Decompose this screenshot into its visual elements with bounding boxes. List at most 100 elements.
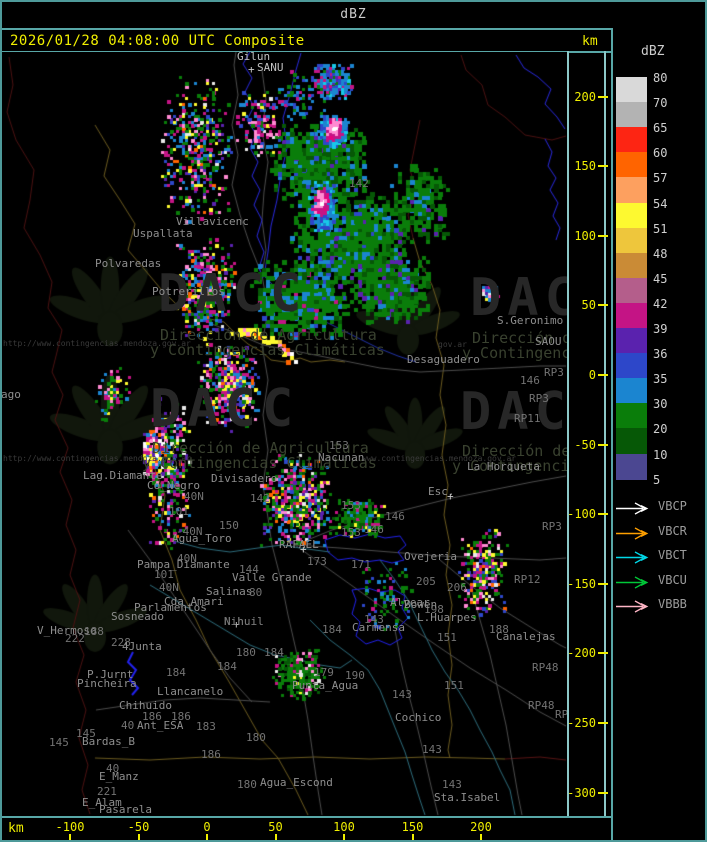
dbz-scale-band bbox=[616, 353, 647, 380]
bottom-axis-tick-label: 200 bbox=[470, 820, 492, 834]
dbz-scale-band bbox=[616, 277, 647, 304]
bottom-axis-tick-label: 50 bbox=[268, 820, 283, 834]
map-label: RP48 bbox=[528, 699, 555, 712]
dbz-scale-label: 36 bbox=[653, 347, 668, 362]
vector-legend-label: VBCU bbox=[658, 572, 687, 587]
map-label: RP48 bbox=[532, 661, 559, 674]
dbz-scale-label: 20 bbox=[653, 422, 668, 437]
map-label: 173 bbox=[307, 555, 327, 568]
watermark-text: Dirección de Agricultura bbox=[472, 329, 567, 347]
map-label: 144 bbox=[239, 563, 259, 576]
map-label: S.Geronimo bbox=[497, 314, 564, 327]
legend-panel-border bbox=[611, 28, 613, 840]
bottom-axis-tick bbox=[274, 834, 277, 840]
bottom-axis-tick bbox=[411, 834, 414, 840]
vector-legend-label: VBCR bbox=[658, 523, 687, 538]
right-axis-tick bbox=[598, 304, 608, 307]
map-label: 183 bbox=[196, 720, 216, 733]
legend-title: dBZ bbox=[641, 44, 665, 59]
watermark-text: y Contingencias Climáticas bbox=[452, 457, 567, 475]
watermark-text: Dirección de Agricultura bbox=[462, 442, 567, 460]
map-label: RP3 bbox=[529, 392, 549, 405]
bottom-axis-tick-label: 150 bbox=[401, 820, 424, 834]
dbz-scale-band bbox=[616, 102, 647, 129]
vector-arrow-icon bbox=[616, 526, 649, 540]
map-label: 153 bbox=[341, 526, 361, 539]
dbz-scale-band bbox=[616, 77, 647, 103]
radar-map: DACCDACCDACCDACCDirección de Agricultura… bbox=[2, 52, 567, 816]
watermark-text: DACC bbox=[158, 264, 308, 324]
map-label: Nihuil bbox=[224, 615, 264, 628]
titlebar-divider bbox=[2, 28, 705, 30]
map-label: Salinas bbox=[206, 585, 253, 598]
map-label: Potrerillos bbox=[152, 285, 225, 298]
dbz-scale-band bbox=[616, 252, 647, 279]
watermark-text: Dirección de Agricultura bbox=[160, 326, 377, 344]
map-label: 40 bbox=[121, 719, 135, 732]
watermark-text: http://www.contingencias.mendoza.gov.ar bbox=[3, 454, 191, 463]
map-label: 179 bbox=[314, 666, 334, 679]
map-label: 180 bbox=[237, 778, 257, 791]
watermark-text: http://www.contingencias.mendoza.gov.ar bbox=[3, 339, 191, 348]
vector-legend-row: VBCR bbox=[615, 524, 687, 541]
dbz-scale-band bbox=[616, 227, 647, 254]
map-label: 190 bbox=[345, 669, 365, 682]
map-label: 146 bbox=[364, 523, 384, 536]
watermark-text: gov.ar bbox=[438, 340, 467, 349]
dbz-scale-band bbox=[616, 177, 647, 204]
map-label: 146 bbox=[520, 374, 540, 387]
map-label: Gilun bbox=[237, 52, 271, 63]
bottom-axis-tick bbox=[137, 834, 140, 840]
map-label: Bardas_B bbox=[82, 735, 135, 748]
dbz-scale-label: 10 bbox=[653, 447, 668, 462]
map-label: Ovejeria bbox=[404, 550, 457, 563]
map-label: Agua_Toro bbox=[172, 532, 232, 545]
map-label: 198 bbox=[424, 603, 444, 616]
right-axis-tick bbox=[598, 95, 608, 98]
map-label: 184 bbox=[264, 646, 284, 659]
dbz-scale-label: 48 bbox=[653, 246, 668, 261]
station-marker: + bbox=[233, 618, 240, 631]
map-label: Chihuido bbox=[119, 699, 172, 712]
map-label: RP3 bbox=[542, 520, 562, 533]
map-label: 188 bbox=[489, 623, 509, 636]
vector-arrow-icon bbox=[616, 502, 649, 515]
vector-legend-row: VBBB bbox=[615, 598, 687, 614]
dbz-scale-label: 57 bbox=[653, 171, 668, 186]
map-label: 80 bbox=[249, 586, 263, 599]
map-label: Valle Grande bbox=[232, 571, 312, 584]
right-axis-line bbox=[604, 51, 606, 817]
map-label: 40N bbox=[177, 552, 197, 565]
map-label: 150 bbox=[219, 519, 239, 532]
legend-panel: dBZ 80 70 65 60 57 54 51 48 45 42 39 36 35 30 20 10 5 VB… bbox=[613, 28, 705, 840]
map-label: 40N bbox=[184, 490, 204, 503]
dbz-scale-band bbox=[616, 328, 647, 354]
right-axis-tick bbox=[598, 582, 608, 585]
map-label: RP3 bbox=[544, 366, 564, 379]
vector-legend-label: VBCP bbox=[658, 499, 687, 513]
station-marker: + bbox=[300, 543, 307, 556]
dbz-scale-band bbox=[616, 428, 647, 455]
dbz-scale-band bbox=[616, 453, 647, 480]
map-label: 143 bbox=[392, 688, 412, 701]
dbz-scale-label: 60 bbox=[653, 146, 668, 161]
map-label: Pasarela bbox=[99, 803, 152, 816]
right-axis-tick bbox=[598, 165, 608, 168]
map-label: Bowen bbox=[404, 598, 438, 611]
vector-arrow-icon bbox=[616, 600, 649, 613]
map-label: 205 bbox=[416, 575, 436, 588]
map-label: SAOU bbox=[535, 335, 562, 348]
map-right-border bbox=[567, 51, 569, 817]
map-label: 153 bbox=[341, 499, 361, 512]
bottom-axis-tick-label: -50 bbox=[127, 820, 150, 834]
bottom-axis-tick-label: 0 bbox=[203, 820, 211, 834]
map-label: Alvear bbox=[390, 596, 430, 609]
map-label: 188 bbox=[84, 625, 104, 638]
map-label: 180 bbox=[236, 646, 256, 659]
map-label: V_Hermoso bbox=[37, 624, 97, 637]
map-label: 40N bbox=[159, 581, 179, 594]
map-label: 206 bbox=[447, 581, 467, 594]
map-label: 186 bbox=[142, 710, 162, 723]
timestamp-label: 2026/01/28 04:08:00 UTC Composite bbox=[10, 33, 305, 49]
bottom-axis-tick bbox=[69, 834, 71, 840]
